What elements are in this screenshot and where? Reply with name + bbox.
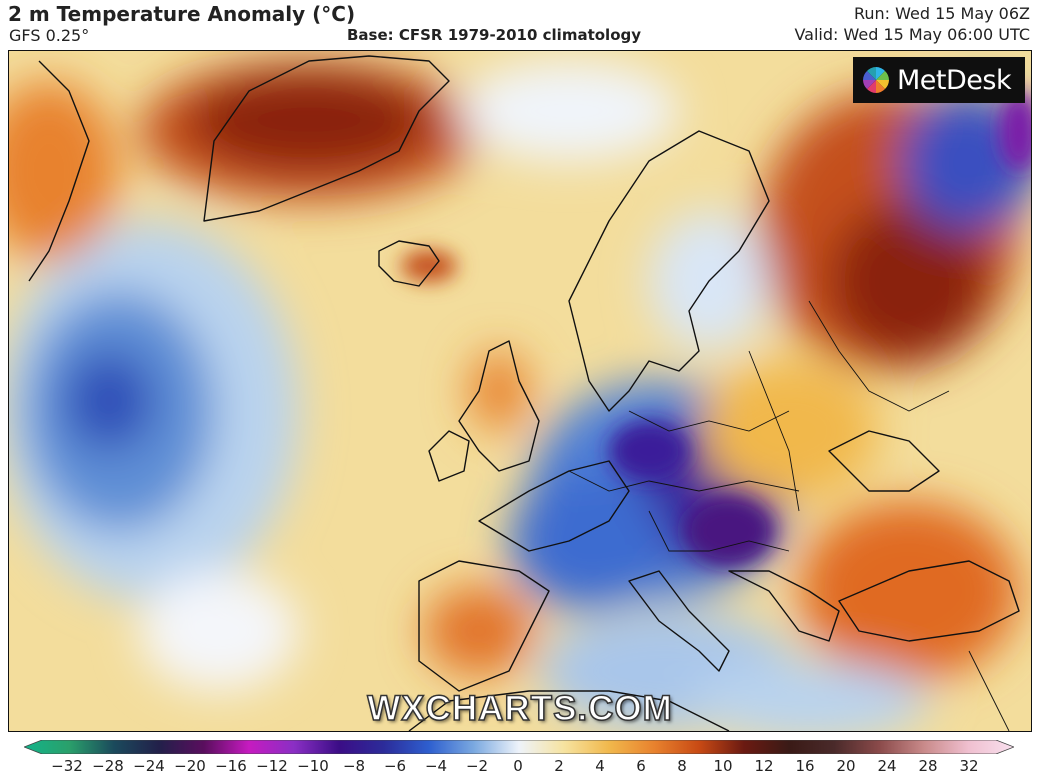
colorbar-tick-label: −20	[174, 757, 206, 775]
base-climatology-label: Base: CFSR 1979-2010 climatology	[347, 26, 642, 44]
france-coast	[478, 460, 630, 552]
colorbar-tick-label: 4	[595, 757, 605, 775]
colorbar-tick-label: −2	[465, 757, 489, 775]
colorbar-tick-label: −10	[297, 757, 329, 775]
colorbar-tick-label: 12	[754, 757, 774, 775]
coastlines	[28, 55, 1020, 731]
colorbar-tick-label: 8	[677, 757, 687, 775]
colorbar-tick-label: 6	[636, 757, 646, 775]
middle-east-border	[968, 650, 1010, 731]
greenland-coast	[203, 55, 450, 222]
colorbar-tick-label: −8	[342, 757, 366, 775]
britain-coast	[458, 340, 540, 472]
colorbar-tick-label: 2	[554, 757, 564, 775]
metdesk-logo: MetDesk	[853, 57, 1025, 103]
colorbar-tick-label: 28	[918, 757, 938, 775]
turkey-coast	[838, 560, 1020, 642]
iberia-coast	[418, 560, 550, 692]
colorbar-tick-label: −24	[133, 757, 165, 775]
anomaly-detail	[401, 91, 1031, 566]
map-canvas	[9, 51, 1031, 731]
colorbar-tick-label: −28	[92, 757, 124, 775]
anomaly-field	[9, 61, 1031, 731]
colorbar-tick-label: −6	[383, 757, 407, 775]
balkans-coast	[728, 570, 840, 642]
italy-coast	[628, 570, 730, 672]
chart-title: 2 m Temperature Anomaly (°C)	[8, 2, 356, 26]
colorbar-tick-label: −16	[215, 757, 247, 775]
colorbar	[24, 740, 1014, 754]
watermark: WXCHARTS.COM	[366, 688, 673, 729]
baltic-border	[628, 410, 790, 432]
pinwheel-icon	[863, 67, 889, 93]
colorbar-tick-label: 0	[513, 757, 523, 775]
central-europe-border	[568, 470, 800, 492]
valid-time-label: Valid: Wed 15 May 06:00 UTC	[794, 25, 1030, 44]
colorbar-tick-label: 32	[959, 757, 979, 775]
north-africa-coast	[408, 690, 730, 731]
colorbar-tick-labels: −32 −28 −24 −20 −16 −12 −10 −8 −6 −4 −2 0 2 4 6 8 10 12 16…	[0, 757, 1040, 781]
anomaly-map: MetDesk WXCHARTS.COM	[8, 50, 1032, 732]
colorbar-tick-label: 24	[877, 757, 897, 775]
black-sea-coast	[828, 430, 940, 492]
colorbar-tick-label: 20	[836, 757, 856, 775]
colorbar-tick-label: 10	[713, 757, 733, 775]
scandinavia-coast	[568, 130, 770, 412]
iceland-coast	[378, 240, 440, 287]
eastern-border	[748, 350, 800, 512]
run-time-label: Run: Wed 15 May 06Z	[853, 4, 1030, 23]
colorbar-tick-label: 16	[795, 757, 815, 775]
colorbar-tick-label: −4	[424, 757, 448, 775]
colorbar-tick-label: −32	[51, 757, 83, 775]
alpine-border	[648, 510, 790, 552]
canada-coast	[28, 60, 90, 282]
model-label: GFS 0.25°	[9, 26, 90, 45]
ireland-coast	[428, 430, 470, 482]
logo-text: MetDesk	[897, 64, 1012, 96]
borders	[568, 300, 1010, 731]
colorbar-tick-label: −12	[256, 757, 288, 775]
russia-border	[808, 300, 950, 412]
